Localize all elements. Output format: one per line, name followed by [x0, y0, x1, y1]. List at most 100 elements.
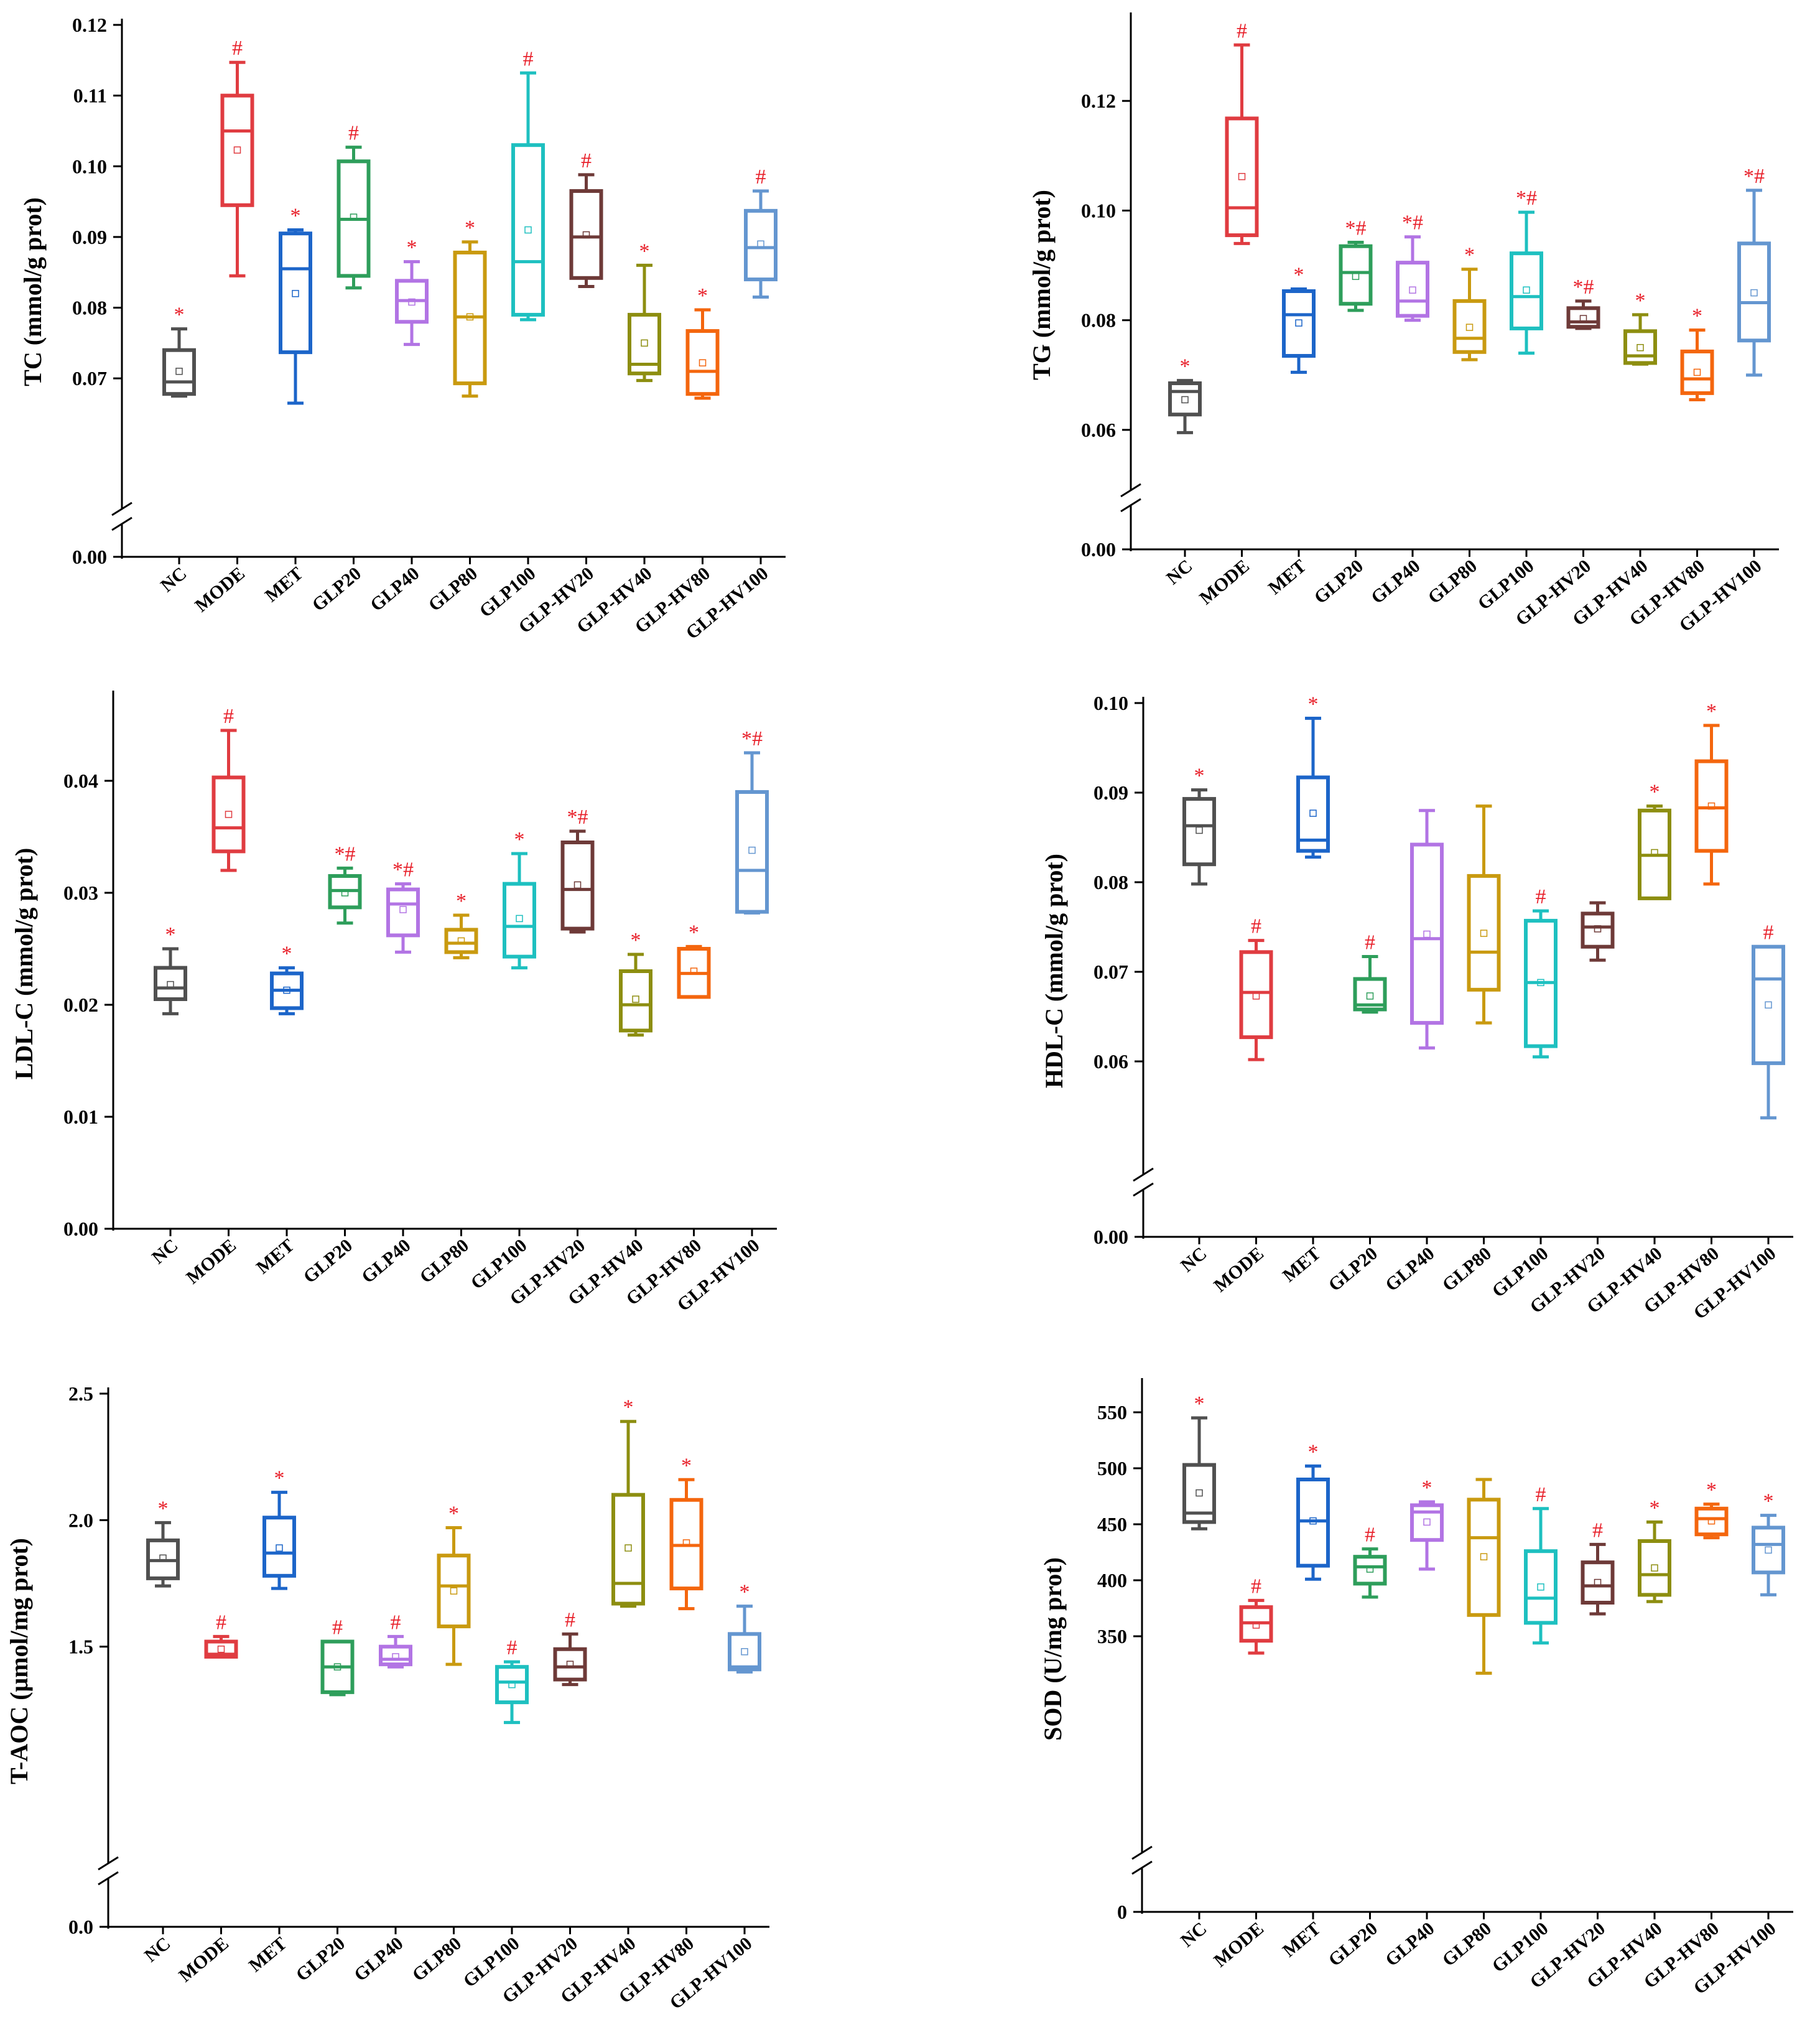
y-tick-label: 0.06 — [1093, 1050, 1128, 1073]
x-tick-label: MET — [245, 1933, 291, 1976]
significance-mark: * — [1194, 765, 1205, 788]
x-tick-label: MET — [261, 563, 307, 606]
box-NC: * — [1182, 1392, 1216, 1530]
box-GLP100: # — [511, 47, 545, 322]
axis-break-mark — [98, 1871, 119, 1886]
x-tick-label: NC — [141, 1933, 174, 1966]
box-body — [1168, 381, 1202, 417]
box-GLP80: * — [453, 217, 487, 398]
box-mean-marker — [1651, 1564, 1658, 1572]
box-GLP100: # — [495, 1636, 529, 1725]
box-MODE: # — [1239, 1575, 1273, 1655]
box-body — [744, 208, 778, 282]
box-MODE: # — [220, 37, 254, 277]
significance-mark: * — [1294, 263, 1304, 286]
significance-mark: * — [689, 921, 699, 944]
box-mean-marker — [1352, 273, 1360, 280]
box-body — [1623, 329, 1657, 365]
box-body — [262, 1516, 296, 1578]
box-body — [685, 329, 720, 396]
box-mean-marker — [333, 1663, 341, 1670]
significance-mark: # — [507, 1636, 518, 1659]
box-mean-marker — [1366, 1565, 1374, 1573]
box-GLP-HV80: * — [1694, 1479, 1729, 1540]
significance-mark: # — [232, 37, 243, 60]
box-GLP-HV40: * — [1638, 781, 1671, 900]
box-GLP40: # — [379, 1611, 412, 1669]
box-GLP-HV20: # — [569, 149, 603, 288]
box-mean-marker — [1707, 1517, 1716, 1525]
significance-mark: * — [282, 943, 292, 966]
significance-mark: * — [465, 217, 475, 240]
axis-break-mark — [1131, 1860, 1153, 1875]
box-body — [1752, 944, 1785, 1065]
box-mean-marker — [341, 889, 349, 897]
significance-mark: * — [165, 923, 176, 946]
box-body — [511, 143, 545, 317]
box-mean-marker — [1537, 979, 1544, 987]
box-GLP40: * — [1410, 1476, 1444, 1571]
significance-mark: * — [174, 304, 185, 327]
x-tick-label: MODE — [175, 1933, 233, 1986]
y-tick-label: 2.0 — [68, 1509, 93, 1531]
box-MET: * — [1282, 263, 1316, 374]
y-axis-title: TG (mmol/g prot) — [1028, 190, 1056, 380]
box-mean-marker — [1295, 319, 1302, 327]
box-GLP-HV20: # — [1581, 1519, 1615, 1616]
significance-mark: # — [216, 1611, 226, 1634]
box-GLP-HV80: * — [677, 921, 711, 999]
box-body — [444, 928, 478, 954]
box-GLP-HV100: *# — [1737, 165, 1771, 377]
box-NC: * — [146, 1497, 180, 1588]
box-mean-marker — [1651, 849, 1658, 857]
y-tick-label: 0.06 — [1081, 419, 1116, 441]
x-tick-label: GLP40 — [350, 1933, 407, 1985]
box-mean-marker — [225, 811, 233, 818]
y-tick-label: 0.09 — [72, 226, 107, 248]
significance-mark: # — [1536, 885, 1546, 908]
y-tick-label: 500 — [1097, 1457, 1127, 1479]
box-body — [1467, 874, 1501, 992]
box-GLP-HV20: *# — [560, 806, 595, 934]
x-tick-label: GLP20 — [1325, 1243, 1381, 1295]
y-tick-label: 0.08 — [1093, 871, 1128, 893]
box-mean-marker — [1480, 929, 1488, 937]
significance-mark: *# — [1345, 217, 1367, 240]
significance-mark: *# — [567, 806, 588, 829]
box-body — [204, 1639, 238, 1659]
box-GLP-HV100: *# — [735, 727, 769, 915]
box-mean-marker — [450, 1587, 458, 1595]
box-mean-marker — [457, 937, 465, 945]
box-mean-marker — [217, 1645, 225, 1653]
x-tick-label: GLP80 — [1424, 556, 1481, 608]
significance-mark: * — [1706, 700, 1717, 723]
box-body — [1182, 797, 1216, 867]
box-body — [1353, 977, 1387, 1012]
significance-mark: # — [1365, 1524, 1375, 1547]
box-MET: * — [1296, 692, 1330, 859]
box-body — [1581, 1560, 1615, 1605]
y-tick-label: 0.12 — [1081, 90, 1116, 112]
significance-mark: * — [1180, 355, 1191, 378]
box-body — [154, 966, 187, 1001]
box-mean-marker — [1181, 396, 1189, 404]
box-mean-marker — [1409, 286, 1416, 294]
significance-mark: * — [1763, 1490, 1774, 1513]
significance-mark: *# — [1402, 212, 1423, 235]
chart-panel-4: 0.06 0.07 0.08 0.09 0.10 0.00 HDL-C (mmol/g pr… — [1040, 692, 1793, 1323]
box-mean-marker — [408, 298, 416, 306]
box-body — [162, 348, 196, 396]
y-tick-label: 0.00 — [63, 1218, 98, 1240]
x-tick-label: GLP80 — [409, 1933, 465, 1985]
y-tick-label: 550 — [1097, 1401, 1127, 1423]
box-GLP-HV80: * — [1680, 305, 1714, 401]
box-mean-marker — [1765, 1546, 1772, 1554]
y-tick-label: 0.04 — [63, 770, 98, 792]
y-tick-label: 0.01 — [63, 1106, 98, 1128]
significance-mark: # — [581, 149, 592, 172]
box-mean-marker — [1366, 992, 1374, 1000]
box-mean-marker — [1693, 368, 1701, 376]
box-NC: * — [1182, 765, 1216, 886]
significance-mark: * — [1650, 1496, 1660, 1519]
box-MODE: # — [1225, 19, 1259, 245]
